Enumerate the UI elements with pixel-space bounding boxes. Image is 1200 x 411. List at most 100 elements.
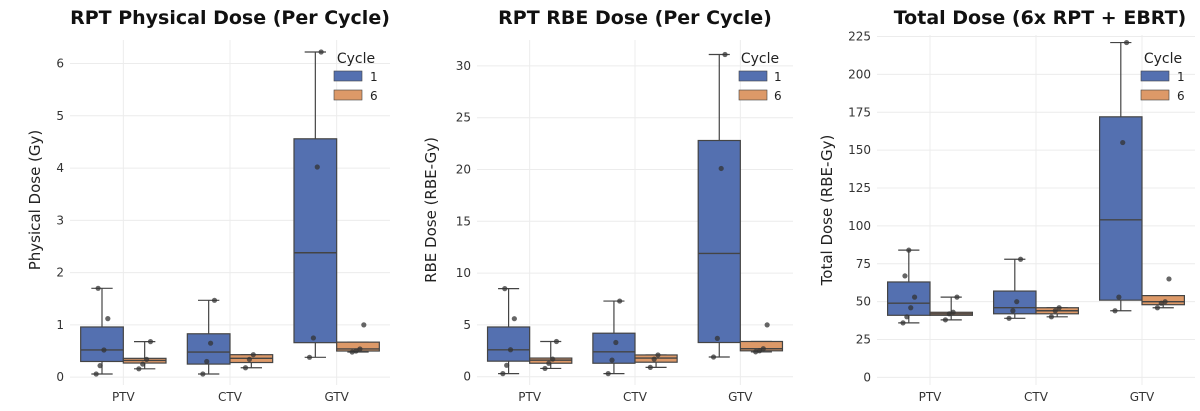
point-cycle-6-ptv xyxy=(954,294,960,300)
legend-label-cycle-6: 6 xyxy=(370,89,378,103)
point-cycle-1-ptv xyxy=(908,305,914,311)
legend: Cycle 1 6 xyxy=(1140,51,1185,103)
point-cycle-6-ptv xyxy=(147,339,154,345)
legend-swatch-cycle-1 xyxy=(333,70,363,82)
chart-title: Total Dose (6x RPT + EBRT) xyxy=(894,7,1186,29)
y-tick-label: 6 xyxy=(56,57,64,71)
point-cycle-1-ptv xyxy=(906,247,912,253)
point-cycle-1-ctv xyxy=(609,357,615,363)
point-cycle-1-ctv xyxy=(200,371,206,377)
point-cycle-1-gtv xyxy=(710,354,717,360)
y-tick-label: 150 xyxy=(848,143,871,157)
point-cycle-6-ptv xyxy=(136,366,142,372)
point-cycle-1-ptv xyxy=(900,320,906,326)
y-tick-label: 10 xyxy=(456,266,471,280)
point-cycle-6-ptv xyxy=(140,361,146,367)
point-cycle-1-gtv xyxy=(714,335,720,341)
point-cycle-1-ptv xyxy=(101,347,107,353)
box-cycle-1-ctv xyxy=(186,333,231,365)
point-cycle-1-ptv xyxy=(95,285,101,291)
box-cycle-1-gtv xyxy=(293,138,338,344)
box-cycle-1-gtv xyxy=(697,139,741,344)
point-cycle-1-ptv xyxy=(500,371,506,377)
x-tick-label-ctv: CTV xyxy=(623,390,648,404)
point-cycle-1-ctv xyxy=(211,297,218,303)
point-cycle-6-gtv xyxy=(353,348,359,354)
legend-label-cycle-1: 1 xyxy=(774,70,782,84)
point-cycle-6-ctv xyxy=(655,352,661,358)
y-tick-label: 125 xyxy=(848,181,871,195)
point-cycle-1-gtv xyxy=(306,354,313,360)
point-cycle-1-ptv xyxy=(511,316,517,322)
x-tick-label-ctv: CTV xyxy=(1024,390,1049,404)
legend-swatch-cycle-6 xyxy=(1140,89,1170,101)
point-cycle-1-ctv xyxy=(1017,256,1024,262)
legend-swatch-cycle-1 xyxy=(1140,70,1170,82)
point-cycle-1-ptv xyxy=(904,314,910,320)
legend-title: Cycle xyxy=(337,51,375,67)
legend-label-cycle-6: 6 xyxy=(774,89,782,103)
point-cycle-6-ctv xyxy=(1056,305,1062,311)
point-cycle-1-ptv xyxy=(504,362,510,368)
y-tick-label: 3 xyxy=(56,213,64,227)
box-cycle-1-gtv xyxy=(1098,116,1143,301)
legend-swatch-cycle-1 xyxy=(738,70,768,82)
y-tick-label: 1 xyxy=(56,318,64,332)
point-cycle-1-ctv xyxy=(613,339,619,346)
point-cycle-1-ctv xyxy=(605,371,611,377)
point-cycle-6-ptv xyxy=(942,317,949,323)
chart-title: RPT Physical Dose (Per Cycle) xyxy=(70,7,390,29)
point-cycle-1-gtv xyxy=(722,51,728,58)
point-cycle-1-ptv xyxy=(93,371,99,377)
x-tick-label-gtv: GTV xyxy=(728,390,753,404)
y-tick-label: 30 xyxy=(456,59,471,73)
legend: Cycle 1 6 xyxy=(738,51,782,103)
point-cycle-6-gtv xyxy=(357,346,363,352)
panel-rbe-dose: RPT RBE Dose (Per Cycle) RBE Dose (RBE-G… xyxy=(422,7,793,404)
y-tick-label: 0 xyxy=(863,370,871,384)
y-axis-label: Total Dose (RBE-Gy) xyxy=(818,135,836,287)
legend-label-cycle-1: 1 xyxy=(1177,70,1185,84)
point-cycle-6-ctv xyxy=(1048,314,1055,320)
point-cycle-6-gtv xyxy=(1154,305,1161,311)
y-tick-label: 25 xyxy=(456,111,471,125)
legend-title: Cycle xyxy=(741,51,779,67)
point-cycle-6-ptv xyxy=(542,365,548,372)
x-tick-label-gtv: GTV xyxy=(324,390,349,404)
point-cycle-1-ptv xyxy=(911,294,918,300)
point-cycle-1-gtv xyxy=(318,49,324,55)
point-cycle-6-ptv xyxy=(550,356,556,362)
point-cycle-1-ptv xyxy=(507,347,514,353)
point-cycle-1-ptv xyxy=(97,363,103,369)
point-cycle-6-ptv xyxy=(950,309,956,315)
legend-label-cycle-6: 6 xyxy=(1177,89,1185,103)
y-tick-label: 0 xyxy=(56,370,64,384)
box-cycle-1-ptv xyxy=(486,326,531,362)
point-cycle-6-ptv xyxy=(546,360,552,366)
y-tick-label: 4 xyxy=(56,161,64,175)
point-cycle-1-gtv xyxy=(314,164,320,170)
point-cycle-1-ptv xyxy=(502,286,508,292)
point-cycle-1-gtv xyxy=(1116,294,1122,300)
point-cycle-1-gtv xyxy=(718,165,724,172)
chart-title: RPT RBE Dose (Per Cycle) xyxy=(498,7,772,29)
point-cycle-1-ptv xyxy=(105,316,111,322)
y-tick-label: 225 xyxy=(848,30,871,44)
x-tick-label-ptv: PTV xyxy=(112,390,136,404)
panel-total-dose: Total Dose (6x RPT + EBRT) Total Dose (R… xyxy=(818,7,1195,404)
point-cycle-6-gtv xyxy=(1162,299,1168,305)
point-cycle-6-ctv xyxy=(242,365,249,371)
y-axis-label: RBE Dose (RBE-Gy) xyxy=(422,137,440,283)
point-cycle-1-gtv xyxy=(1120,139,1126,146)
point-cycle-6-ptv xyxy=(553,338,560,345)
x-tick-label-gtv: GTV xyxy=(1130,390,1155,404)
y-tick-label: 75 xyxy=(856,257,871,271)
y-tick-label: 15 xyxy=(456,214,471,228)
point-cycle-1-ctv xyxy=(208,340,214,346)
point-cycle-6-gtv xyxy=(756,348,763,354)
panel-physical-dose: RPT Physical Dose (Per Cycle) Physical D… xyxy=(26,7,390,404)
point-cycle-1-ctv xyxy=(1014,299,1020,305)
box-cycle-1-ptv xyxy=(886,281,931,316)
point-cycle-6-ctv xyxy=(246,356,252,362)
point-cycle-6-ctv xyxy=(651,356,657,362)
